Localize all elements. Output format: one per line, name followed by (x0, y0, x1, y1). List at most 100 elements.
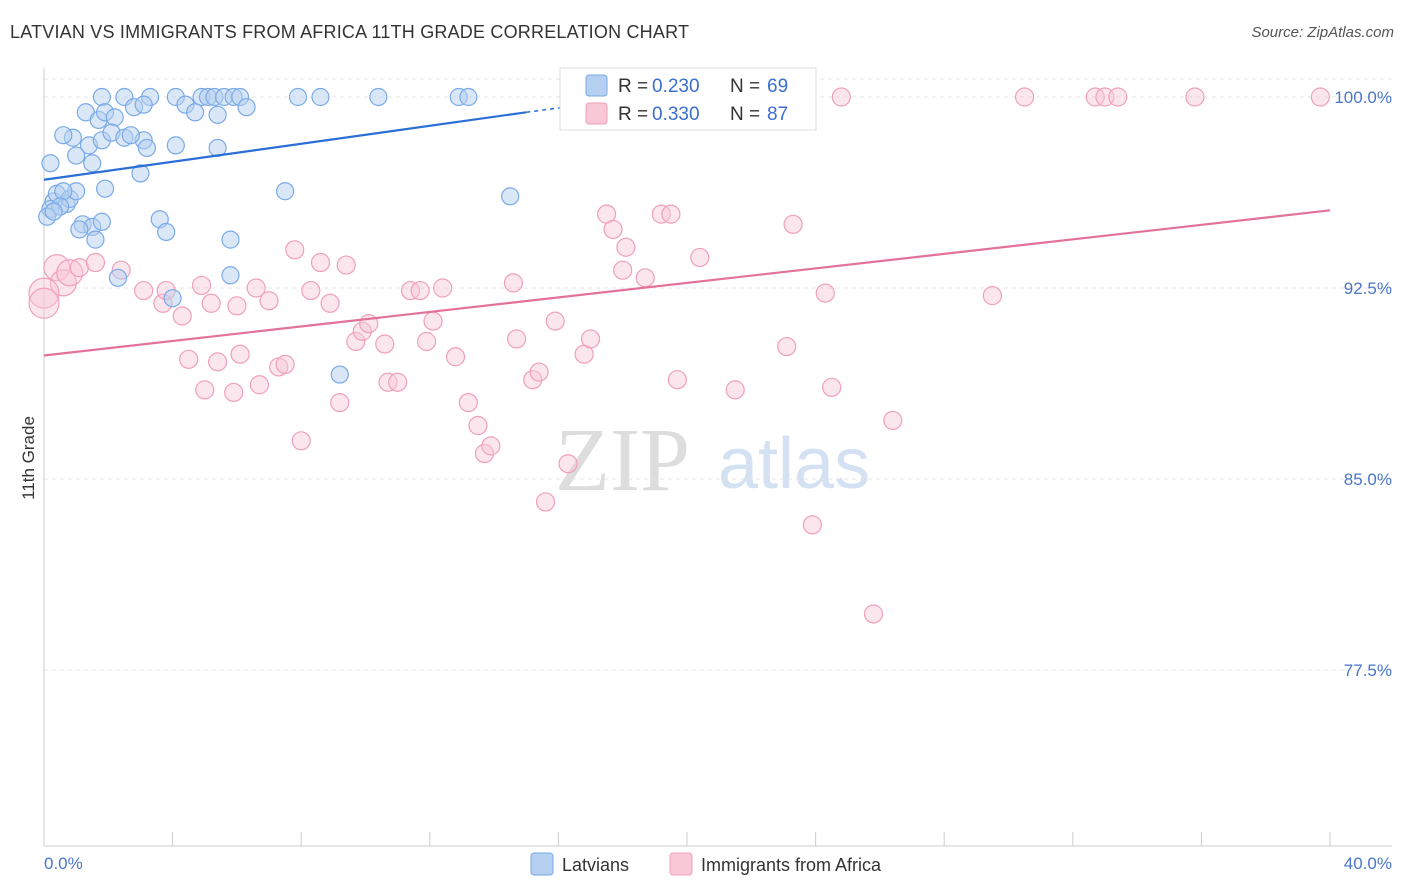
africa-point (352, 321, 372, 341)
africa-point (529, 362, 549, 382)
y-tick-label: 100.0% (1334, 88, 1392, 107)
y-axis-label: 11th Grade (19, 416, 38, 500)
africa-point (400, 280, 421, 301)
latvians-point (311, 87, 330, 107)
africa-point (201, 293, 221, 313)
latvians-point (108, 268, 128, 287)
axes (43, 68, 1392, 847)
africa-trend-line (43, 209, 1331, 357)
africa-point (1108, 87, 1128, 107)
bottom-legend-africa: Immigrants from Africa (701, 855, 882, 875)
watermark-zip: ZIP (555, 411, 690, 510)
x-tick-label-min: 0.0% (44, 854, 83, 873)
latvians-point (163, 289, 182, 308)
y-tick-label: 85.0% (1344, 470, 1392, 489)
latvians-point (186, 103, 205, 122)
watermark-atlas: atlas (718, 424, 870, 504)
africa-point (85, 252, 106, 273)
africa-point (580, 329, 601, 349)
africa-point (1310, 87, 1330, 107)
africa-point (474, 443, 495, 464)
africa-point (783, 214, 803, 234)
africa-point (423, 311, 443, 331)
africa-point (301, 280, 321, 301)
africa-point (445, 347, 466, 367)
latvians-point (41, 154, 60, 173)
latvians-point (92, 212, 111, 231)
africa-point (179, 349, 199, 369)
watermark: ZIP atlas (555, 411, 870, 510)
y-tick-labels: 77.5% 85.0% 92.5% 100.0% (1334, 88, 1392, 680)
africa-point (1185, 87, 1205, 107)
africa-point (134, 280, 154, 301)
latvians-point (67, 146, 86, 165)
x-tick-label-max: 40.0% (1344, 854, 1392, 873)
latvians-point (221, 230, 240, 249)
africa-point (603, 219, 623, 240)
africa-point (690, 247, 710, 268)
legend-r-value-latvians: 0.230 (652, 76, 700, 97)
africa-point (1085, 87, 1105, 107)
y-tick-label: 77.5% (1344, 661, 1392, 680)
legend-n-value-latvians: 69 (767, 76, 788, 97)
latvians-point (166, 136, 185, 155)
africa-point (28, 277, 60, 309)
bottom-legend-latvians: Latvians (562, 855, 629, 875)
africa-point (815, 283, 835, 303)
y-tick-label: 92.5% (1344, 279, 1392, 298)
africa-point (661, 204, 681, 224)
series-latvians (38, 87, 520, 384)
africa-point (535, 492, 556, 512)
africa-point (230, 344, 250, 364)
latvians-point (276, 182, 295, 201)
legend-r-label-latvians: R = (618, 76, 648, 97)
africa-point (982, 286, 1003, 306)
africa-point (224, 382, 244, 403)
africa-point (503, 273, 523, 293)
latvians-point (459, 87, 478, 107)
africa-point (468, 415, 488, 436)
africa-point (1014, 87, 1035, 107)
latvians-point (92, 87, 111, 107)
africa-point (275, 354, 295, 374)
latvians-point (237, 98, 256, 117)
africa-point (227, 296, 247, 316)
africa-point (375, 334, 395, 354)
africa-point (883, 410, 903, 431)
latvians-point (86, 230, 105, 249)
legend-r-value-africa: 0.330 (652, 104, 700, 125)
bottom-legend-swatch-africa (669, 852, 693, 876)
latvians-point (121, 126, 140, 145)
latvians-point (44, 202, 63, 221)
legend-swatch-latvians (585, 74, 608, 97)
africa-point (259, 291, 279, 311)
africa-point (558, 454, 578, 474)
source-credit: Source: ZipAtlas.com (1251, 24, 1394, 41)
latvians-point (54, 182, 73, 201)
africa-point (69, 258, 89, 278)
africa-point (56, 259, 84, 287)
legend-n-label-latvians: N = (730, 76, 760, 97)
africa-point (616, 237, 636, 257)
africa-point (291, 431, 311, 451)
legend-n-value-africa: 87 (767, 104, 788, 125)
latvians-point (83, 154, 102, 173)
latvians-trend-extension (526, 106, 565, 114)
africa-point (651, 204, 671, 224)
africa-point (378, 372, 398, 392)
trend-lines (43, 106, 1331, 357)
africa-point (208, 352, 228, 372)
africa-point (523, 370, 543, 390)
legend-n-label-africa: N = (730, 104, 760, 125)
africa-point (667, 370, 687, 390)
series-immigrants-from-africa (28, 87, 1330, 624)
africa-point (172, 306, 192, 326)
latvians-point (288, 87, 308, 107)
africa-point (320, 293, 340, 313)
africa-point (635, 268, 655, 288)
latvians-point (137, 138, 156, 158)
latvians-point (369, 87, 388, 107)
africa-point (388, 372, 408, 392)
bottom-legend-swatch-latvians (530, 852, 554, 876)
